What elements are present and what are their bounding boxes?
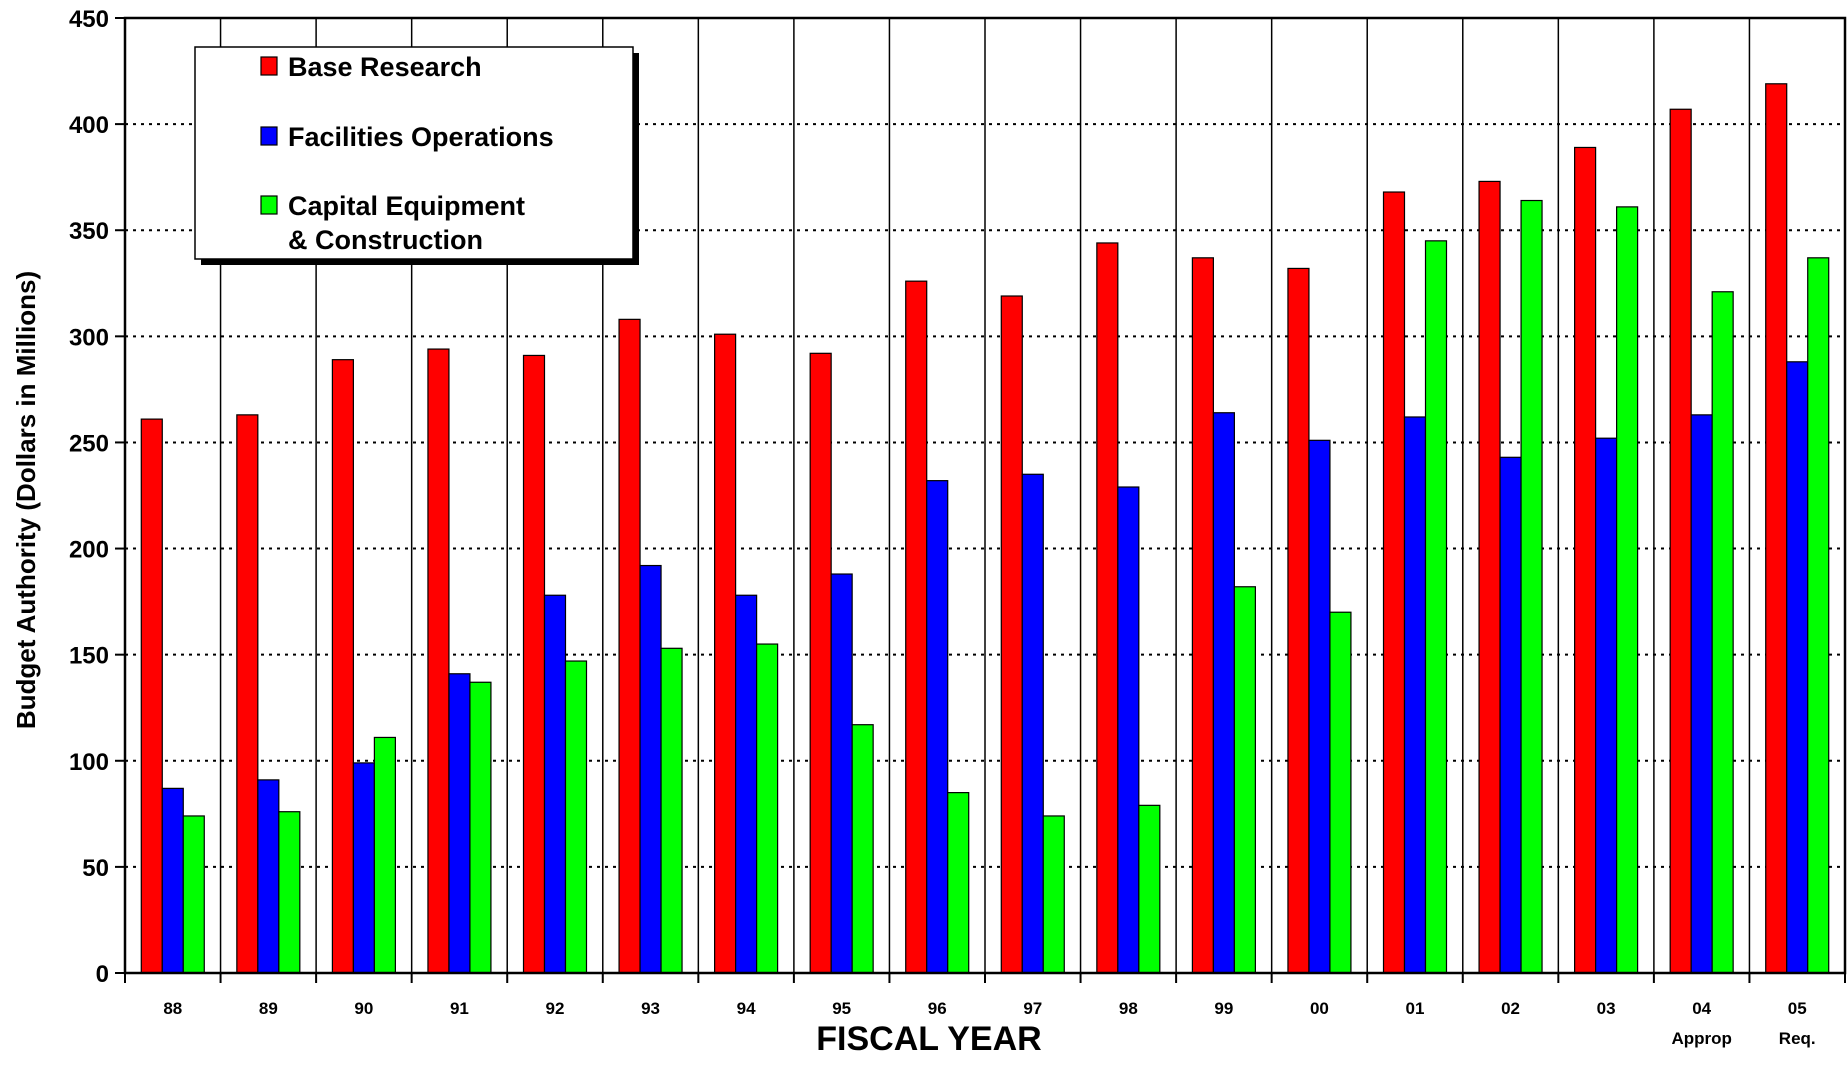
- bar-facilities-operations-03: [1595, 437, 1618, 974]
- legend-label: & Construction: [288, 225, 483, 255]
- legend-label: Facilities Operations: [288, 122, 554, 152]
- bar-base-research-04: [1669, 108, 1692, 974]
- x-tick-label: 04: [1692, 999, 1711, 1018]
- legend-label: Base Research: [288, 52, 482, 82]
- y-tick-label: 350: [69, 218, 109, 245]
- bar-capital-equipment-construction-90: [373, 736, 396, 974]
- bar-base-research-03: [1574, 146, 1597, 974]
- bar-facilities-operations-95: [830, 573, 853, 974]
- bar-capital-equipment-construction-89: [278, 811, 301, 974]
- legend: Base Research Facilities Operations Capita…: [194, 46, 639, 265]
- bar-facilities-operations-99: [1212, 412, 1235, 974]
- x-tick-label: 96: [928, 999, 947, 1018]
- x-tick-sublabel: Req.: [1779, 1029, 1816, 1048]
- x-tick-label: 01: [1406, 999, 1425, 1018]
- x-tick-label: 94: [737, 999, 756, 1018]
- bar-facilities-operations-92: [543, 594, 567, 974]
- bar-capital-equipment-construction-02: [1520, 199, 1543, 974]
- bar-facilities-operations-04: [1690, 414, 1713, 974]
- y-tick-label: 150: [69, 643, 109, 670]
- x-tick-label: 02: [1501, 999, 1520, 1018]
- y-tick-label: 100: [69, 749, 109, 776]
- bar-capital-equipment-construction-04: [1711, 291, 1734, 974]
- bar-capital-equipment-construction-93: [660, 647, 683, 974]
- bar-base-research-02: [1478, 180, 1501, 974]
- legend-swatch: [260, 126, 278, 146]
- bar-base-research-01: [1382, 191, 1406, 974]
- bar-facilities-operations-02: [1499, 456, 1522, 974]
- x-tick-label: 99: [1214, 999, 1233, 1018]
- y-tick-label: 0: [96, 961, 109, 988]
- bar-facilities-operations-98: [1117, 486, 1140, 974]
- bar-base-research-99: [1191, 257, 1214, 974]
- bar-facilities-operations-96: [926, 480, 949, 974]
- x-tick-label: 98: [1119, 999, 1138, 1018]
- legend-swatch: [260, 56, 278, 76]
- bar-capital-equipment-construction-94: [756, 643, 779, 974]
- bar-capital-equipment-construction-05: [1807, 257, 1830, 974]
- bar-base-research-96: [905, 280, 928, 974]
- legend-box: [194, 46, 634, 260]
- x-tick-label: 00: [1310, 999, 1329, 1018]
- bar-capital-equipment-construction-00: [1329, 611, 1352, 974]
- bar-facilities-operations-00: [1308, 439, 1331, 974]
- bar-facilities-operations-88: [161, 787, 184, 974]
- bar-base-research-89: [236, 414, 259, 974]
- bar-capital-equipment-construction-01: [1424, 240, 1448, 974]
- bar-capital-equipment-construction-88: [182, 815, 205, 974]
- y-tick-label: 250: [69, 430, 109, 457]
- bar-facilities-operations-93: [639, 564, 662, 974]
- y-tick-label: 300: [69, 324, 109, 351]
- bar-capital-equipment-construction-98: [1138, 804, 1161, 974]
- x-tick-label: 92: [546, 999, 565, 1018]
- bar-facilities-operations-97: [1021, 473, 1044, 974]
- bar-capital-equipment-construction-03: [1616, 206, 1639, 974]
- bar-facilities-operations-05: [1786, 361, 1809, 974]
- bar-base-research-94: [714, 333, 737, 974]
- x-tick-label: 90: [354, 999, 373, 1018]
- y-tick-label: 200: [69, 537, 109, 564]
- bar-capital-equipment-construction-91: [469, 681, 492, 974]
- legend-swatch: [260, 195, 278, 215]
- x-tick-label: 88: [163, 999, 182, 1018]
- y-axis-title: Budget Authority (Dollars in Millions): [11, 271, 41, 729]
- bar-capital-equipment-construction-96: [947, 792, 970, 974]
- bar-base-research-97: [1000, 295, 1023, 974]
- y-tick-label: 400: [69, 112, 109, 139]
- bar-capital-equipment-construction-95: [851, 724, 874, 974]
- y-tick-label: 50: [82, 855, 109, 882]
- bar-base-research-95: [809, 352, 832, 974]
- bar-capital-equipment-construction-97: [1042, 815, 1065, 974]
- bar-facilities-operations-89: [257, 779, 280, 974]
- bar-base-research-98: [1096, 242, 1119, 974]
- x-tick-label: 97: [1023, 999, 1042, 1018]
- legend-label: Capital Equipment: [288, 191, 525, 221]
- bars-layer: [140, 83, 1830, 974]
- x-axis-title: FISCAL YEAR: [816, 1020, 1041, 1058]
- bar-facilities-operations-01: [1403, 416, 1427, 974]
- bar-capital-equipment-construction-99: [1233, 586, 1256, 974]
- x-tick-label: 91: [450, 999, 469, 1018]
- bar-facilities-operations-90: [352, 762, 375, 974]
- x-tick-label: 95: [832, 999, 851, 1018]
- bar-capital-equipment-construction-92: [564, 660, 588, 974]
- y-tick-label: 450: [69, 6, 109, 33]
- bar-base-research-92: [522, 354, 546, 974]
- x-tick-label: 93: [641, 999, 660, 1018]
- x-tick-label: 89: [259, 999, 278, 1018]
- x-tick-sublabel: Approp: [1671, 1029, 1731, 1048]
- bar-base-research-05: [1765, 83, 1788, 974]
- x-tick-label: 05: [1788, 999, 1807, 1018]
- bar-facilities-operations-94: [735, 594, 758, 974]
- bar-base-research-90: [331, 359, 354, 974]
- bar-base-research-88: [140, 418, 163, 974]
- bar-facilities-operations-91: [448, 673, 471, 974]
- bar-base-research-00: [1287, 267, 1310, 974]
- x-tick-label: 03: [1597, 999, 1616, 1018]
- bar-base-research-93: [618, 318, 641, 974]
- bar-base-research-91: [427, 348, 450, 974]
